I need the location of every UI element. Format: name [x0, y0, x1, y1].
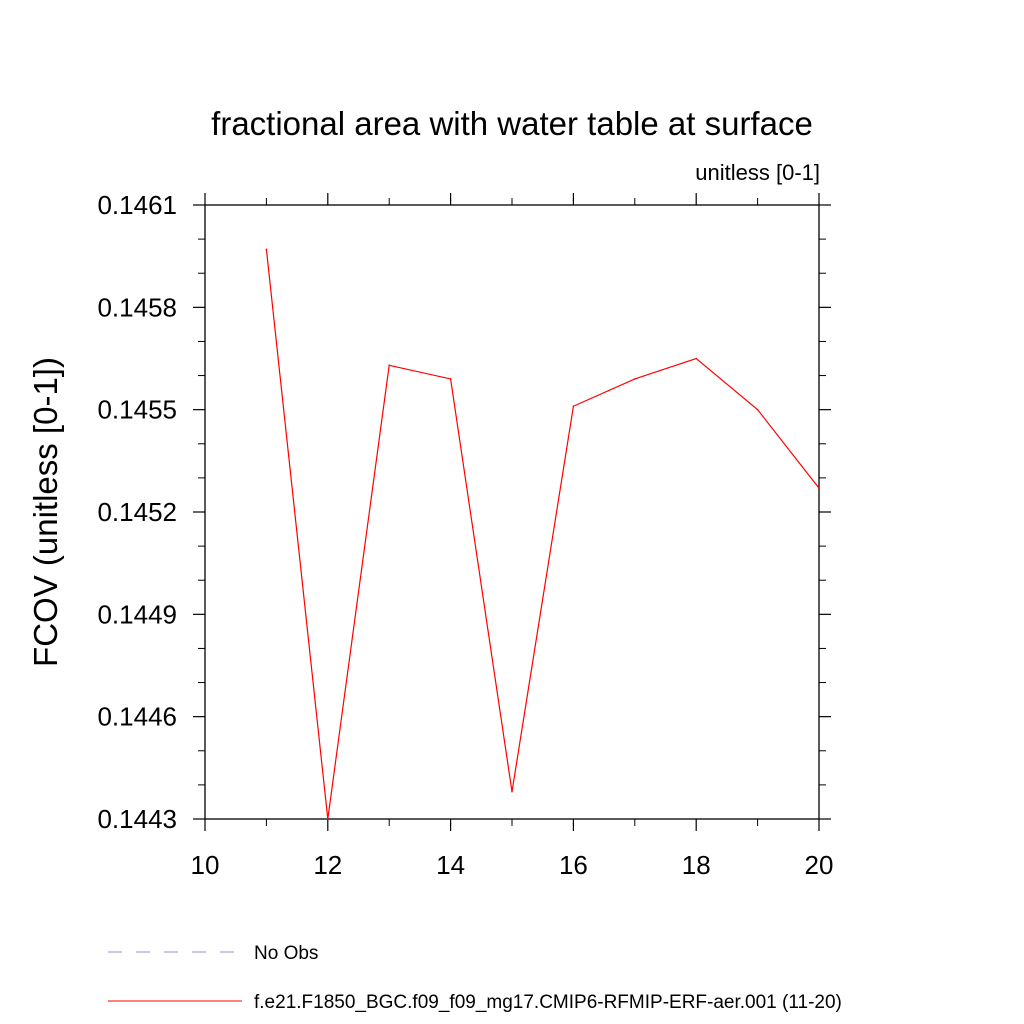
- plot-frame: [204, 204, 820, 820]
- axis-tick-labels: 10 12 14 16 18 20 0.1443 0.1446 0.1449 0.1452 0.14…: [97, 190, 833, 880]
- x-tick-label: 20: [805, 850, 834, 880]
- data-point: [265, 248, 268, 251]
- legend-label-model: f.e21.F1850_BGC.f09_f09_mg17.CMIP6-RFMIP…: [254, 992, 842, 1013]
- data-point: [695, 357, 697, 360]
- y-tick-label: 0.1455: [97, 395, 177, 425]
- chart-title: fractional area with water table at surf…: [211, 105, 813, 142]
- y-axis-label: FCOV (unitless [0-1]): [27, 357, 64, 667]
- data-point: [572, 405, 575, 408]
- x-tick-label: 16: [559, 850, 588, 880]
- data-point: [511, 790, 513, 793]
- y-tick-label: 0.1452: [97, 497, 177, 527]
- y-tick-label: 0.1458: [97, 292, 177, 322]
- y-tick-label: 0.1449: [97, 599, 177, 629]
- data-point: [327, 818, 329, 820]
- data-point: [818, 487, 820, 489]
- series-layer: [265, 248, 820, 820]
- y-tick-label: 0.1446: [97, 702, 177, 732]
- chart-subtitle: unitless [0-1]: [695, 160, 820, 185]
- legend-label-no-obs: No Obs: [254, 943, 318, 964]
- series-line-0: [265, 249, 820, 820]
- data-point: [388, 364, 391, 367]
- data-point: [449, 378, 452, 380]
- x-tick-label: 10: [191, 850, 220, 880]
- y-tick-label: 0.1443: [97, 804, 177, 834]
- x-tick-label: 18: [682, 850, 711, 880]
- data-point: [756, 408, 759, 411]
- x-tick-label: 12: [313, 850, 342, 880]
- axis-ticks: [193, 193, 831, 831]
- x-tick-label: 14: [436, 850, 465, 880]
- legend: No Obs f.e21.F1850_BGC.f09_f09_mg17.CMIP…: [108, 943, 842, 1013]
- data-point: [634, 378, 636, 380]
- y-tick-label: 0.1461: [97, 190, 177, 220]
